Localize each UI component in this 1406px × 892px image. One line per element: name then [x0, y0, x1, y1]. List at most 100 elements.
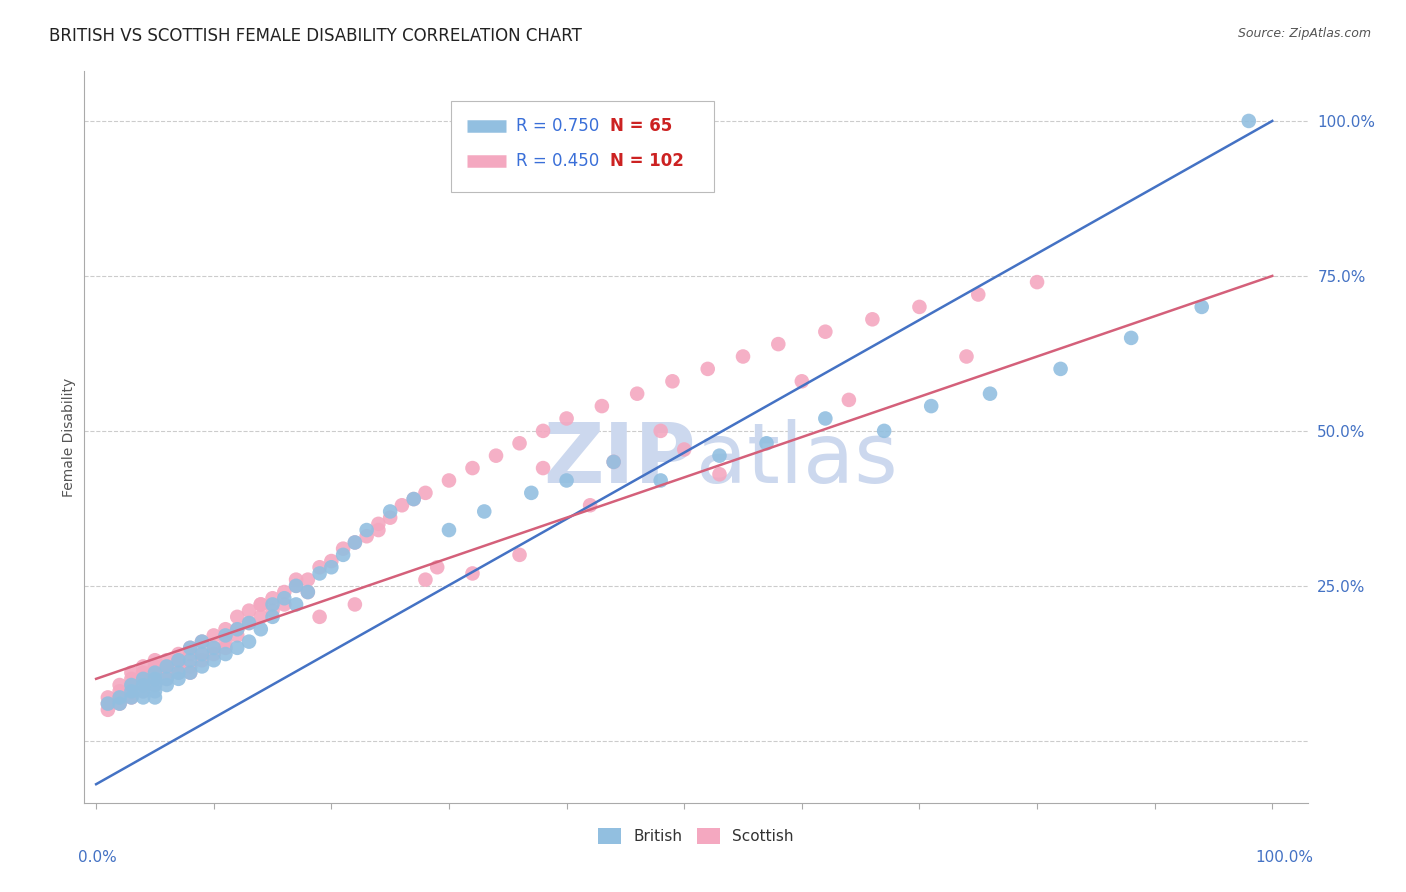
Point	[120, 672, 142, 686]
Point	[402, 491, 425, 506]
Point	[297, 585, 319, 599]
Point	[214, 634, 236, 648]
Point	[120, 690, 142, 705]
Point	[202, 647, 225, 661]
Point	[555, 411, 578, 425]
Point	[214, 628, 236, 642]
Point	[415, 573, 437, 587]
Point	[143, 684, 166, 698]
Point	[380, 504, 402, 518]
Point	[143, 665, 166, 680]
Point	[509, 548, 531, 562]
Point	[273, 591, 295, 606]
Point	[191, 653, 214, 667]
Point	[226, 622, 249, 636]
Point	[226, 640, 249, 655]
Point	[108, 690, 131, 705]
Point	[249, 610, 271, 624]
Point	[520, 486, 543, 500]
Point	[132, 678, 155, 692]
Point	[108, 697, 131, 711]
Point	[1049, 362, 1071, 376]
Point	[156, 659, 179, 673]
Point	[461, 461, 484, 475]
Point	[814, 411, 837, 425]
Point	[1121, 331, 1143, 345]
Point	[262, 598, 284, 612]
Text: 100.0%: 100.0%	[1256, 850, 1313, 865]
Point	[167, 647, 190, 661]
Point	[120, 678, 142, 692]
Point	[650, 474, 672, 488]
Text: N = 65: N = 65	[610, 117, 672, 136]
Point	[143, 653, 166, 667]
Point	[920, 399, 942, 413]
Point	[132, 684, 155, 698]
Point	[696, 362, 718, 376]
Point	[179, 665, 201, 680]
Text: ZIP: ZIP	[544, 418, 696, 500]
Point	[285, 598, 308, 612]
Point	[531, 461, 554, 475]
Point	[343, 535, 366, 549]
Text: R = 0.750: R = 0.750	[516, 117, 599, 136]
Point	[249, 598, 271, 612]
Point	[191, 634, 214, 648]
Point	[143, 665, 166, 680]
Point	[108, 678, 131, 692]
Point	[226, 628, 249, 642]
Point	[156, 665, 179, 680]
Point	[531, 424, 554, 438]
Point	[120, 690, 142, 705]
Point	[790, 374, 813, 388]
Text: atlas: atlas	[696, 418, 897, 500]
Point	[191, 647, 214, 661]
Point	[202, 640, 225, 655]
Point	[143, 678, 166, 692]
Point	[602, 455, 624, 469]
Point	[356, 523, 378, 537]
Point	[97, 697, 120, 711]
Point	[238, 604, 260, 618]
Point	[167, 653, 190, 667]
Point	[814, 325, 837, 339]
Point	[156, 659, 179, 673]
Point	[249, 598, 271, 612]
Point	[156, 653, 179, 667]
Point	[179, 640, 201, 655]
Point	[143, 690, 166, 705]
Point	[602, 455, 624, 469]
Point	[120, 684, 142, 698]
Point	[143, 659, 166, 673]
Point	[661, 374, 683, 388]
Point	[955, 350, 977, 364]
Point	[321, 560, 343, 574]
Point	[297, 585, 319, 599]
Point	[120, 684, 142, 698]
Point	[591, 399, 613, 413]
Point	[143, 678, 166, 692]
Point	[332, 541, 354, 556]
Point	[321, 554, 343, 568]
Point	[191, 634, 214, 648]
Point	[156, 678, 179, 692]
Point	[132, 665, 155, 680]
Point	[285, 579, 308, 593]
Point	[167, 659, 190, 673]
Point	[179, 647, 201, 661]
Point	[167, 665, 190, 680]
Text: 0.0%: 0.0%	[79, 850, 117, 865]
Point	[132, 690, 155, 705]
Point	[214, 622, 236, 636]
Point	[132, 672, 155, 686]
Point	[179, 653, 201, 667]
Point	[367, 523, 389, 537]
Point	[143, 672, 166, 686]
Text: BRITISH VS SCOTTISH FEMALE DISABILITY CORRELATION CHART: BRITISH VS SCOTTISH FEMALE DISABILITY CO…	[49, 27, 582, 45]
Point	[120, 678, 142, 692]
Point	[768, 337, 790, 351]
Point	[402, 491, 425, 506]
Point	[673, 442, 696, 457]
Point	[308, 566, 330, 581]
Point	[120, 665, 142, 680]
